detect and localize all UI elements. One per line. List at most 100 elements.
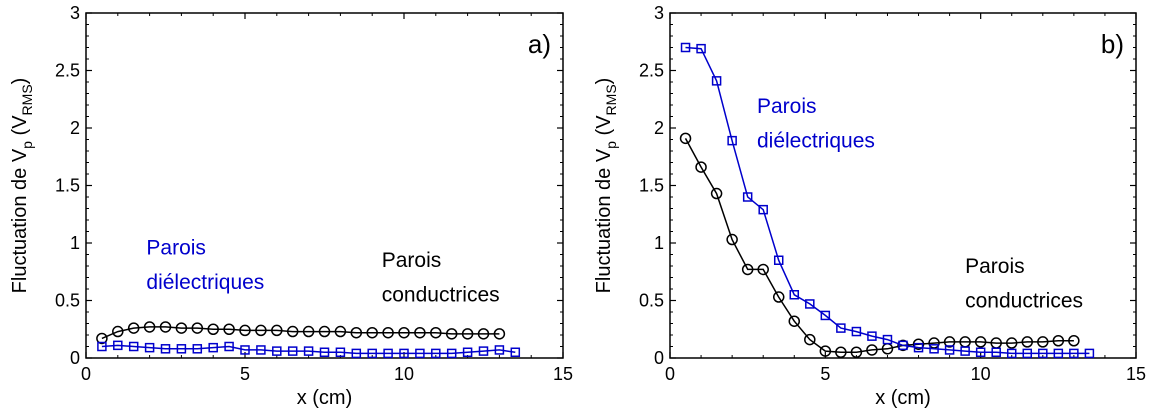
series-circles <box>679 132 1080 358</box>
data-point-square <box>240 345 250 355</box>
data-point-square <box>820 310 831 321</box>
data-point-square <box>303 346 314 356</box>
x-axis-label: x (cm) <box>875 387 931 409</box>
data-point-square <box>113 340 123 351</box>
annotation-text: Parois <box>146 237 206 260</box>
data-point-circle <box>897 339 909 352</box>
data-point-square <box>399 348 409 359</box>
data-point-circle <box>223 323 235 335</box>
data-point-square <box>1069 348 1079 359</box>
data-point-circle <box>271 324 283 337</box>
y-tick-label: 1.5 <box>639 176 664 196</box>
y-tick-label: 0.5 <box>55 291 80 311</box>
data-point-square <box>727 135 737 146</box>
y-axis-label-subscript: p <box>603 141 619 149</box>
series-squares <box>97 340 521 359</box>
annotation-text: conductrices <box>382 284 500 307</box>
data-point-square <box>680 42 691 53</box>
x-tick-label: 5 <box>240 364 250 384</box>
data-point-square <box>176 344 187 354</box>
data-point-circle <box>207 323 219 335</box>
data-point-circle <box>191 322 204 334</box>
x-tick-label: 15 <box>553 364 573 384</box>
data-point-square <box>192 344 203 354</box>
data-point-circle <box>366 326 378 339</box>
data-point-circle <box>239 324 251 337</box>
data-point-square <box>711 76 722 86</box>
data-point-square <box>742 192 753 202</box>
data-point-circle <box>96 332 108 345</box>
data-point-square <box>510 347 521 357</box>
x-tick-label: 5 <box>820 364 830 384</box>
data-point-circle <box>726 233 738 246</box>
data-point-square <box>805 299 815 309</box>
data-point-square <box>494 345 505 355</box>
data-point-circle <box>398 326 410 339</box>
data-point-circle <box>302 325 315 338</box>
data-point-square <box>1053 348 1064 359</box>
data-point-circle <box>461 328 474 340</box>
series-line <box>101 344 516 355</box>
data-point-square <box>367 348 377 359</box>
chart-panel-1: 0 5 10 15 0 0.5 1 1.5 2 2.5 3 x (cm) Fluctuation de … <box>9 3 573 409</box>
data-point-circle <box>974 336 987 348</box>
data-point-square <box>256 345 266 355</box>
data-point-square <box>851 326 862 337</box>
series-squares <box>680 42 1095 359</box>
data-point-square <box>415 348 425 359</box>
x-tick-label: 10 <box>394 364 414 384</box>
panel-label: b) <box>1101 29 1124 59</box>
data-point-square <box>208 342 218 353</box>
x-tick-label: 10 <box>971 364 991 384</box>
y-tick-label: 2.5 <box>639 61 664 81</box>
data-point-circle <box>835 346 847 358</box>
data-point-square <box>128 341 139 352</box>
x-tick-label: 15 <box>1126 364 1146 384</box>
series-line <box>684 138 1074 354</box>
data-point-square <box>272 346 282 356</box>
data-point-circle <box>788 315 801 327</box>
y-tick-label: 3 <box>654 3 664 23</box>
data-point-square <box>898 340 908 351</box>
annotation-text: Parois <box>965 255 1025 278</box>
data-point-circle <box>1005 337 1018 349</box>
y-axis-label: Fluctuation de Vp (VRMS) <box>593 78 619 294</box>
data-point-square <box>97 341 107 352</box>
y-tick-label: 1 <box>654 233 664 253</box>
series-circles <box>96 321 506 345</box>
y-tick-label: 0.5 <box>639 291 664 311</box>
data-point-circle <box>286 325 299 338</box>
data-point-circle <box>866 344 878 356</box>
y-tick-label: 3 <box>70 3 80 23</box>
data-point-square <box>773 255 784 265</box>
y-tick-label: 1.5 <box>55 176 80 196</box>
y-axis-label-part: Fluctuation de V <box>9 148 31 293</box>
data-point-square <box>478 346 489 356</box>
y-axis-label-part: (V <box>9 115 31 141</box>
data-point-circle <box>710 187 723 200</box>
data-point-square <box>160 344 171 354</box>
x-axis-label: x (cm) <box>297 387 353 409</box>
annotation-text: Parois <box>757 95 817 118</box>
data-point-square <box>383 348 393 359</box>
data-point-circle <box>772 291 785 303</box>
data-point-circle <box>1068 335 1080 347</box>
data-point-square <box>789 290 800 300</box>
data-point-circle <box>804 333 816 346</box>
data-point-circle <box>255 324 267 337</box>
data-point-square <box>319 347 330 357</box>
y-tick-label: 2 <box>654 118 664 138</box>
data-point-circle <box>477 328 490 340</box>
data-point-square <box>446 348 457 359</box>
data-point-square <box>929 344 939 354</box>
data-point-circle <box>350 326 363 339</box>
data-point-circle <box>819 345 832 357</box>
data-point-square <box>1038 348 1048 359</box>
y-tick-label: 1 <box>70 233 80 253</box>
data-point-square <box>758 204 768 215</box>
data-point-square <box>867 331 877 341</box>
data-point-circle <box>334 325 347 338</box>
data-point-circle <box>1021 336 1034 348</box>
y-axis-label-subscript: p <box>19 141 35 149</box>
